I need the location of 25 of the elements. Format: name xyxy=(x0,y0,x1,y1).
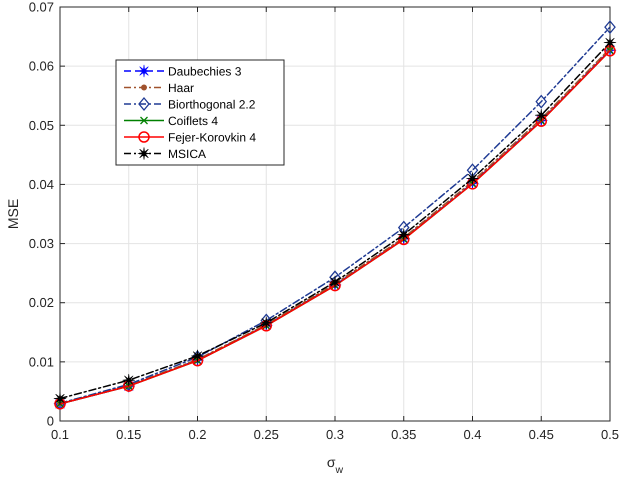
legend-label: Daubechies 3 xyxy=(168,64,242,78)
y-tick-label: 0.01 xyxy=(28,354,54,370)
legend-label: MSICA xyxy=(168,147,206,161)
y-tick-label: 0.04 xyxy=(28,176,54,192)
y-tick-label: 0.07 xyxy=(28,0,54,14)
legend-label: Fejer-Korovkin 4 xyxy=(168,130,256,144)
y-tick-label: 0.03 xyxy=(28,236,54,252)
x-tick-label: 0.5 xyxy=(600,427,620,442)
x-tick-label: 0.1 xyxy=(50,427,70,442)
x-tick-label: 0.45 xyxy=(528,427,554,442)
legend-label: Coiflets 4 xyxy=(168,114,218,128)
legend-label: Biorthogonal 2.2 xyxy=(168,98,256,112)
y-tick-label: 0.02 xyxy=(28,295,54,310)
y-tick-label: 0.05 xyxy=(28,118,54,133)
x-tick-label: 0.15 xyxy=(116,427,142,442)
x-tick-label: 0.25 xyxy=(254,427,279,442)
y-tick-label: 0 xyxy=(46,414,54,428)
x-axis-title: σ$_{w}$ xyxy=(326,454,344,476)
x-tick-label: 0.3 xyxy=(326,427,344,442)
y-axis-title: MSE xyxy=(5,198,21,230)
x-tick-label: 0.35 xyxy=(391,427,416,442)
x-tick-label: 0.2 xyxy=(188,427,207,442)
y-tick-label: 0.06 xyxy=(28,58,54,74)
legend-label: Haar xyxy=(168,81,194,95)
x-tick-label: 0.4 xyxy=(463,427,482,442)
